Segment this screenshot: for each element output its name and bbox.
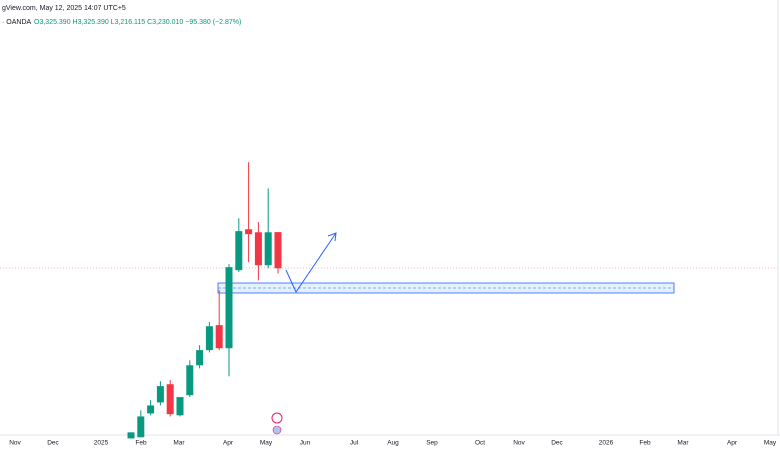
- candle-body: [186, 365, 194, 396]
- flag-icon[interactable]: [272, 425, 282, 435]
- candle-body: [147, 405, 155, 414]
- candle-body: [196, 350, 204, 366]
- candle-body: [225, 267, 233, 349]
- x-tick-label: Nov: [9, 440, 21, 447]
- x-tick-label: Aug: [387, 440, 399, 447]
- arrow-head: [327, 232, 337, 242]
- x-tick-label: Dec: [551, 440, 563, 447]
- candle-body: [156, 386, 164, 403]
- candle-body: [254, 232, 262, 266]
- candle-body: [166, 384, 174, 415]
- candle-body: [274, 232, 282, 269]
- header-symbol: · OANDA: [2, 19, 32, 26]
- header-source: gView.com, May 12, 2025 14:07 UTC+5: [2, 5, 126, 12]
- x-tick-label: Mar: [173, 440, 185, 447]
- arrow[interactable]: [285, 232, 337, 294]
- candle-body: [215, 325, 223, 349]
- candle-body: [205, 326, 213, 351]
- candle-body: [127, 432, 135, 439]
- x-tick-label: 2026: [599, 440, 614, 447]
- x-tick-label: May: [764, 440, 777, 447]
- x-tick-label: Oct: [475, 440, 485, 447]
- event-icon[interactable]: [271, 412, 283, 424]
- header-ohlc: O3,325.390 H3,325.390 L3,216.115 C3,230.…: [34, 19, 241, 26]
- candle-body: [245, 229, 253, 235]
- candle-body: [176, 397, 184, 416]
- x-tick-label: Jul: [350, 440, 359, 447]
- candle-body: [235, 231, 243, 271]
- x-tick-label: Apr: [223, 440, 234, 447]
- x-tick-label: Sep: [426, 440, 438, 447]
- x-tick-label: Mar: [677, 440, 689, 447]
- x-tick-label: Feb: [639, 440, 651, 447]
- x-tick-label: 2025: [94, 440, 109, 447]
- candle-body: [264, 232, 272, 266]
- x-tick-label: Nov: [513, 440, 525, 447]
- x-tick-label: May: [260, 440, 273, 447]
- candle-body: [137, 416, 145, 438]
- x-tick-label: Apr: [727, 440, 738, 447]
- x-tick-label: Dec: [47, 440, 59, 447]
- x-tick-label: Feb: [135, 440, 147, 447]
- x-tick-label: Jun: [300, 440, 311, 447]
